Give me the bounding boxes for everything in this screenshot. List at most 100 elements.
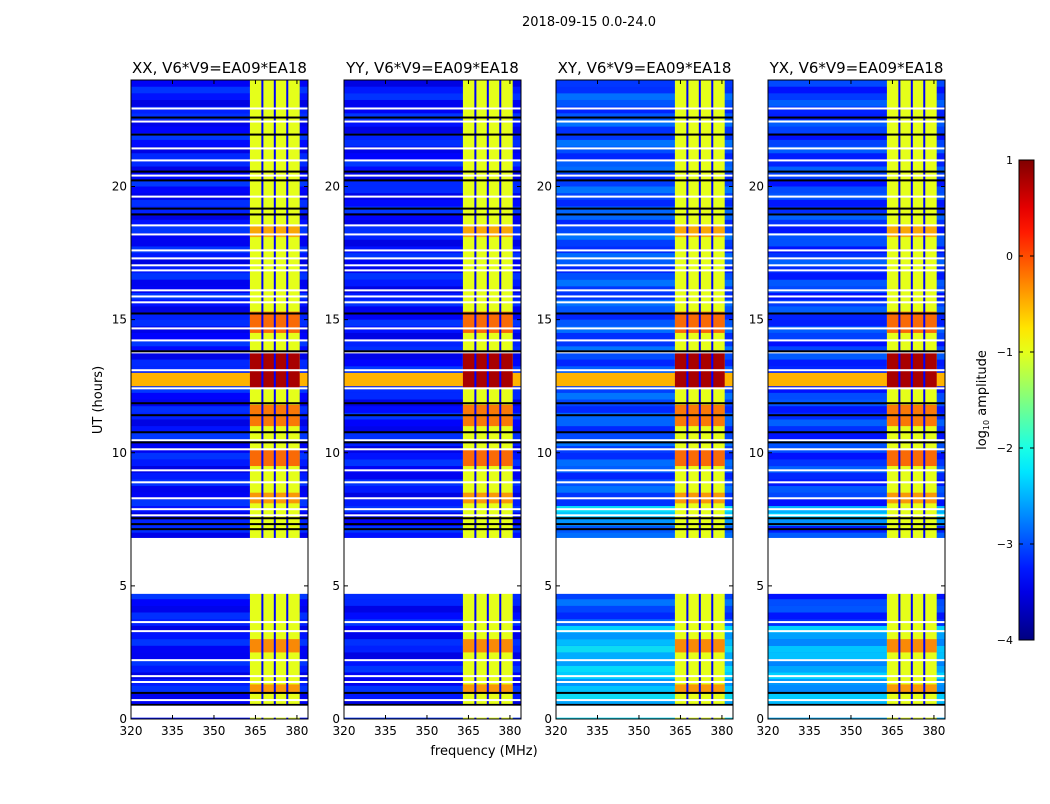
row-cells — [556, 419, 733, 427]
row-cells — [344, 632, 521, 640]
channel-edge — [261, 80, 264, 719]
row-cells — [131, 133, 308, 140]
panel-title: YY, V6*V9=EA09*EA18 — [345, 59, 519, 77]
y-tick-label: 10 — [749, 446, 764, 460]
flagged-row — [344, 289, 521, 292]
row-cells — [556, 659, 733, 666]
flagged-row — [768, 621, 945, 624]
flagged-row — [556, 675, 733, 678]
row-cells — [344, 139, 521, 147]
y-tick-label: 0 — [544, 712, 552, 726]
flagged-row — [556, 680, 733, 683]
row-cells — [556, 126, 733, 134]
flagged-row — [556, 621, 733, 624]
row-cells — [556, 652, 733, 660]
flagged-row — [344, 497, 521, 500]
flagged-row — [344, 195, 521, 198]
flagged-row — [768, 147, 945, 150]
row-cells — [131, 80, 308, 87]
row-cells — [131, 312, 308, 320]
panel-title: XX, V6*V9=EA09*EA18 — [132, 59, 307, 77]
row-cells — [131, 86, 308, 94]
row-cells — [131, 233, 308, 240]
dark-row — [556, 402, 733, 405]
x-tick-label: 320 — [333, 724, 356, 738]
row-cells — [768, 612, 945, 620]
data-gap — [344, 705, 521, 718]
flagged-row — [344, 301, 521, 304]
flagged-row — [344, 107, 521, 110]
dark-row — [768, 517, 945, 520]
dark-row — [768, 179, 945, 182]
row-cells — [344, 592, 521, 600]
row-cells — [131, 599, 308, 606]
x-tick-label: 350 — [840, 724, 863, 738]
flagged-row — [768, 327, 945, 330]
row-cells — [768, 499, 945, 506]
row-cells — [131, 206, 308, 214]
row-cells — [556, 459, 733, 467]
dark-row — [556, 528, 733, 531]
row-cells — [768, 426, 945, 433]
row-cells — [556, 279, 733, 287]
row-cells — [131, 93, 308, 100]
row-cells — [131, 306, 308, 313]
flagged-row — [768, 159, 945, 162]
row-cells — [344, 599, 521, 606]
row-cells — [556, 139, 733, 147]
flagged-row — [768, 630, 945, 633]
row-cells — [556, 685, 733, 693]
flagged-row — [768, 514, 945, 517]
flagged-row — [131, 295, 308, 298]
flagged-row — [768, 659, 945, 662]
flagged-row — [556, 147, 733, 150]
row-cells — [556, 432, 733, 440]
row-cells — [768, 139, 945, 147]
flagged-row — [768, 224, 945, 227]
flagged-row — [768, 481, 945, 484]
row-cells — [556, 199, 733, 207]
flagged-row — [768, 264, 945, 267]
row-cells — [131, 632, 308, 640]
row-cells — [768, 452, 945, 460]
row-cells — [344, 452, 521, 460]
flagged-row — [556, 289, 733, 292]
dark-row — [344, 207, 521, 210]
row-cells — [768, 339, 945, 347]
colorbar-tick-label: −4 — [997, 634, 1013, 647]
row-cells — [768, 206, 945, 214]
y-tick-label: 0 — [756, 712, 764, 726]
flagged-row — [131, 107, 308, 110]
flagged-row — [131, 469, 308, 472]
row-cells — [344, 625, 521, 633]
flagged-row — [344, 448, 521, 451]
colorbar-tick-label: 0 — [1006, 250, 1013, 263]
data-gap — [556, 705, 733, 718]
row-cells — [344, 386, 521, 393]
row-cells — [344, 492, 521, 500]
dark-row — [344, 133, 521, 136]
dark-row — [556, 703, 733, 706]
dark-row — [131, 207, 308, 210]
row-cells — [131, 605, 308, 613]
flagged-row — [344, 264, 521, 267]
flagged-row — [556, 233, 733, 236]
row-cells — [131, 452, 308, 460]
row-cells — [768, 312, 945, 320]
row-cells — [344, 685, 521, 693]
axes-frame — [767, 79, 946, 720]
row-cells — [768, 492, 945, 500]
row-cells — [131, 226, 308, 234]
row-cells — [768, 472, 945, 480]
flagged-row — [344, 469, 521, 472]
flagged-row — [131, 249, 308, 252]
x-tick-label: 350 — [416, 724, 439, 738]
row-cells — [556, 239, 733, 247]
flagged-row — [556, 120, 733, 123]
row-cells — [768, 459, 945, 467]
row-cells — [556, 219, 733, 227]
flagged-row — [344, 269, 521, 272]
row-cells — [556, 346, 733, 353]
row-cells — [556, 612, 733, 620]
flagged-row — [556, 257, 733, 260]
